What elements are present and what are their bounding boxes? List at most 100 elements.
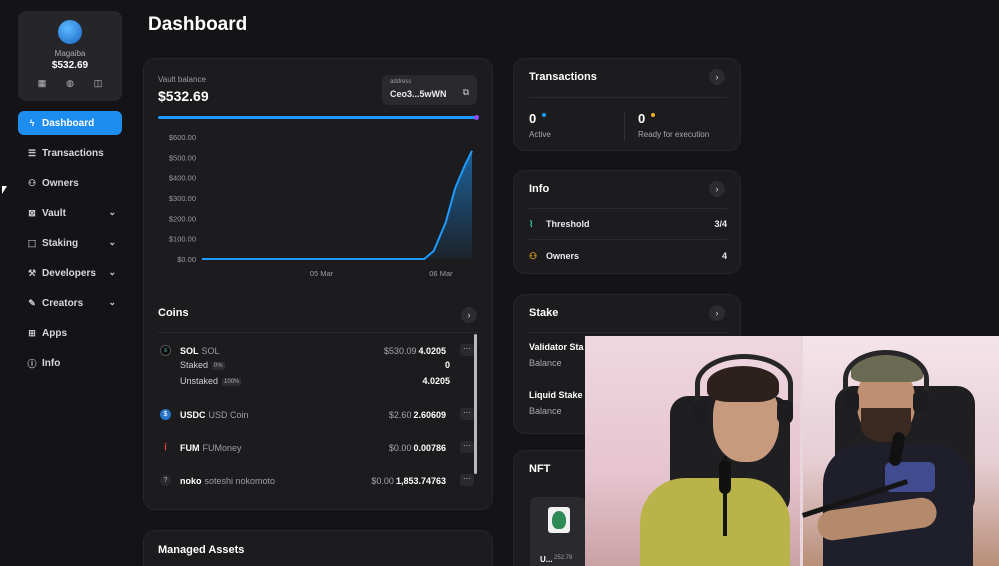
nft-item-label: U... xyxy=(540,555,553,564)
headphone-earcup-left xyxy=(694,400,710,424)
brush-icon: ✎ xyxy=(28,297,36,308)
unstaked-value: 4.0205 xyxy=(422,376,450,386)
x-tick-label: 06 Mar xyxy=(429,269,453,278)
mic-stand-left xyxy=(723,456,727,536)
nft-title: NFT xyxy=(529,463,551,475)
coin-row-usdc[interactable]: $ USDC USD Coin $2.60 2.60609 ··· xyxy=(158,408,476,423)
sidebar-item-owners[interactable]: ⚇ Owners xyxy=(18,171,122,195)
sidebar-item-label: Staking xyxy=(42,237,79,249)
validator-stake-sub: Balance xyxy=(529,358,562,368)
coin-full-name: USD Coin xyxy=(208,410,249,420)
threshold-row: ⌇ Threshold 3/4 xyxy=(529,219,727,229)
active-label: Active xyxy=(529,130,551,139)
vault-card: Vault balance $532.69 address Ceo3...5wW… xyxy=(143,58,493,510)
y-tick-label: $600.00 xyxy=(169,133,196,142)
y-tick-label: $100.00 xyxy=(169,235,196,244)
ready-count: 0 xyxy=(638,111,646,126)
grid-icon: ⊞ xyxy=(28,327,36,338)
sidebar-item-apps[interactable]: ⊞ Apps xyxy=(18,321,122,345)
sidebar-item-staking[interactable]: ⬚ Staking ⌄ xyxy=(18,231,122,255)
chart-area-fill xyxy=(202,150,472,259)
more-options-button[interactable]: ··· xyxy=(460,408,474,420)
owners-row: ⚇ Owners 4 xyxy=(529,251,727,261)
chevron-down-icon: ⌄ xyxy=(108,207,116,217)
staked-value: 0 xyxy=(444,360,450,370)
unknown-token-icon: ? xyxy=(160,475,171,486)
wallet-card[interactable]: Magaiba $532.69 ▦ ◍ ◫ xyxy=(18,11,122,101)
mouse-cursor-icon xyxy=(2,186,7,194)
sidebar-nav: ϟ Dashboard ☰ Transactions ⚇ Owners ⊠ Va… xyxy=(18,111,122,381)
stake-title: Stake xyxy=(529,307,559,319)
info-open-button[interactable]: › xyxy=(709,181,725,197)
vertical-divider xyxy=(624,111,625,141)
sidebar-item-creators[interactable]: ✎ Creators ⌄ xyxy=(18,291,122,315)
transactions-open-button[interactable]: › xyxy=(709,69,725,85)
users-icon: ⚇ xyxy=(529,251,538,261)
liquid-stake-title: Liquid Stake xyxy=(529,390,583,400)
vault-balance-label: Vault balance xyxy=(158,75,206,84)
vault-icon: ⊠ xyxy=(28,207,36,218)
person-left-shirt xyxy=(640,478,790,566)
staked-row: Staked 0% 0 xyxy=(180,360,450,370)
page-title: Dashboard xyxy=(148,14,248,35)
nft-image xyxy=(548,507,570,533)
threshold-value: 3/4 xyxy=(714,219,727,229)
divider xyxy=(529,97,727,98)
address-box[interactable]: address Ceo3...5wWN ⧉ xyxy=(382,75,477,105)
sidebar-item-dashboard[interactable]: ϟ Dashboard xyxy=(18,111,122,135)
coin-full-name: soteshi nokomoto xyxy=(204,476,276,486)
sidebar-item-vault[interactable]: ⊠ Vault ⌄ xyxy=(18,201,122,225)
coin-values: $530.09 4.0205 xyxy=(383,346,446,356)
coin-row-noko[interactable]: ? noko soteshi nokomoto $0.00 1,853.74763 … xyxy=(158,474,476,489)
usdc-icon: $ xyxy=(160,409,171,420)
address-label: address xyxy=(390,79,412,85)
more-options-button[interactable]: ··· xyxy=(460,441,474,453)
active-count: 0 xyxy=(529,111,537,126)
liquid-stake-sub: Balance xyxy=(529,406,562,416)
coin-symbol: USDC USD Coin xyxy=(180,410,249,420)
nft-item[interactable]: U... 252.78 xyxy=(530,497,585,566)
chart-series-line xyxy=(202,150,473,260)
address-value: Ceo3...5wWN xyxy=(390,89,447,99)
unstaked-pct-badge: 100% xyxy=(222,378,242,386)
x-tick-label: 05 Mar xyxy=(310,269,334,278)
managed-assets-card: Managed Assets xyxy=(143,530,493,566)
transactions-title: Transactions xyxy=(529,71,597,83)
sidebar-item-transactions[interactable]: ☰ Transactions xyxy=(18,141,122,165)
coins-icon[interactable]: ◍ xyxy=(66,77,74,88)
validator-stake-title: Validator Sta xyxy=(529,342,584,352)
sidebar-item-label: Developers xyxy=(42,267,96,279)
copy-icon[interactable]: ◫ xyxy=(93,77,103,88)
more-options-button[interactable]: ··· xyxy=(460,344,474,356)
stake-open-button[interactable]: › xyxy=(709,305,725,321)
sidebar-item-label: Vault xyxy=(42,207,66,219)
coins-expand-button[interactable]: › xyxy=(461,307,477,323)
coins-scrollbar[interactable] xyxy=(474,334,477,474)
info-icon: ⓘ xyxy=(27,358,37,369)
stake-icon: ⬚ xyxy=(27,237,37,248)
coin-row-fum[interactable]: ⅰ FUM FUMoney $0.00 0.00786 ··· xyxy=(158,441,476,456)
webcam-split-divider xyxy=(800,336,803,566)
coin-symbol: SOL SOL xyxy=(180,346,220,356)
sidebar-item-info[interactable]: ⓘ Info xyxy=(18,351,122,375)
coin-row-sol[interactable]: ≡ SOL SOL $530.09 4.0205 ··· Staked 0% 0 Un… xyxy=(158,344,476,389)
copy-icon[interactable]: ⧉ xyxy=(462,87,469,97)
coins-title: Coins xyxy=(158,307,189,319)
ready-status-dot xyxy=(651,113,655,117)
owners-value: 4 xyxy=(721,251,727,261)
managed-assets-title: Managed Assets xyxy=(158,544,245,556)
vault-balance-chart: $600.00 $500.00 $400.00 $300.00 $200.00 $100.… xyxy=(169,133,473,278)
coin-full-name: SOL xyxy=(201,346,220,356)
pulse-icon: ⌇ xyxy=(529,219,534,229)
staked-pct-badge: 0% xyxy=(212,362,225,370)
vault-balance-value: $532.69 xyxy=(158,88,209,104)
qr-icon[interactable]: ▦ xyxy=(37,77,47,88)
sidebar-item-label: Creators xyxy=(42,297,84,309)
more-options-button[interactable]: ··· xyxy=(460,474,474,486)
list-icon: ☰ xyxy=(27,147,37,158)
headphones-left xyxy=(695,354,793,414)
chevron-down-icon: ⌄ xyxy=(108,237,116,247)
sidebar-item-developers[interactable]: ⚒ Developers ⌄ xyxy=(18,261,122,285)
headphone-earcup-left xyxy=(843,390,859,414)
